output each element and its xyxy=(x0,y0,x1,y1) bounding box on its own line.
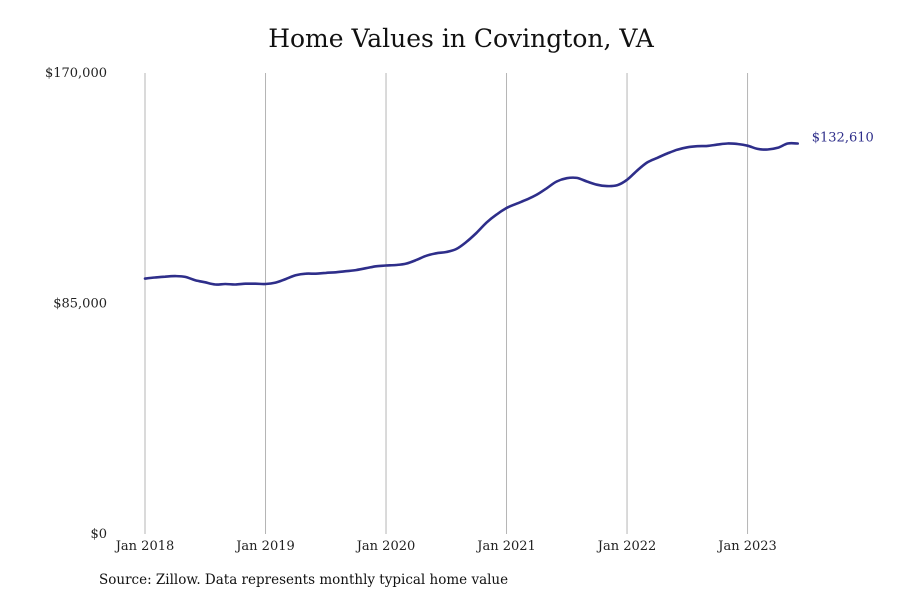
x-tick-label: Jan 2022 xyxy=(596,539,657,554)
y-tick-label: $85,000 xyxy=(53,297,107,312)
source-note: Source: Zillow. Data represents monthly … xyxy=(99,572,509,588)
chart-title: Home Values in Covington, VA xyxy=(268,24,654,53)
x-axis-ticks: Jan 2018 Jan 2019 Jan 2020 Jan 2021 Jan 2022… xyxy=(114,539,777,554)
y-tick-label: $0 xyxy=(90,527,107,542)
x-tick-label: Jan 2019 xyxy=(234,539,295,554)
y-tick-label: $170,000 xyxy=(45,66,107,81)
grid-lines xyxy=(144,73,749,534)
x-tick-label: Jan 2021 xyxy=(475,539,536,554)
y-axis-ticks: $0 $85,000 $170,000 xyxy=(45,66,107,542)
series-line-home-value xyxy=(143,141,799,286)
x-tick-label: Jan 2023 xyxy=(716,539,777,554)
end-value-label: $132,610 xyxy=(812,131,874,146)
x-tick-label: Jan 2020 xyxy=(355,539,416,554)
x-tick-label: Jan 2018 xyxy=(114,539,175,554)
